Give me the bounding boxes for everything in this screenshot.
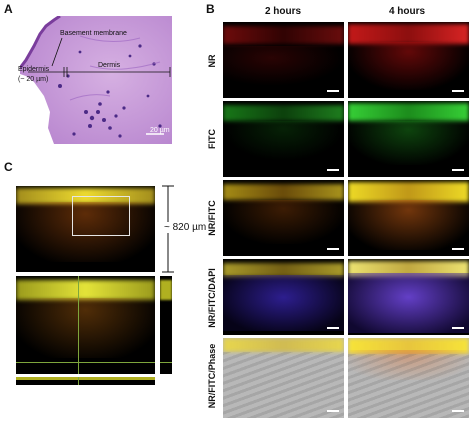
scale-bar xyxy=(452,248,464,250)
he-stain-image xyxy=(20,16,172,144)
confocal-orthogonal-view xyxy=(16,276,155,374)
row-label-nr-fitc-dapi: NR/FITC/DAPI xyxy=(207,268,217,328)
row-label-nr-fitc-phase: NR/FITC/Phase xyxy=(207,343,217,409)
image-fitc-4h xyxy=(348,101,469,177)
panel-a-scale-label: 20 µm xyxy=(150,127,170,134)
dermis-label: Dermis xyxy=(98,62,121,69)
image-nr-fitc-phase-2h xyxy=(223,338,344,418)
image-nr-fitc-phase-4h xyxy=(348,338,469,418)
panel-c-label: C xyxy=(4,160,13,174)
ortho-horizontal-crosshair xyxy=(16,362,155,363)
image-fitc-2h xyxy=(223,101,344,177)
panel-b-label: B xyxy=(206,2,215,16)
image-nr-fitc-dapi-2h xyxy=(223,259,344,335)
row-label-nr-fitc: NR/FITC xyxy=(207,200,217,236)
epidermis-thickness-label: (~ 20 µm) xyxy=(18,76,49,83)
scale-bar xyxy=(452,169,464,171)
depth-label: ~ 820 µm xyxy=(163,222,208,233)
row-label-fitc: FITC xyxy=(207,129,217,149)
panel-a-histology-image xyxy=(20,16,172,144)
basement-membrane-pointer xyxy=(51,37,63,67)
scale-bar xyxy=(327,410,339,412)
scale-bar xyxy=(327,169,339,171)
confocal-xy-view xyxy=(16,186,155,272)
scale-bar xyxy=(327,248,339,250)
ortho-vertical-crosshair xyxy=(78,276,79,374)
panel-a-label: A xyxy=(4,2,13,16)
image-nr-2h xyxy=(223,22,344,98)
image-nr-fitc-4h xyxy=(348,180,469,256)
scale-bar xyxy=(327,327,339,329)
epidermis-label: Epidermis xyxy=(18,66,50,73)
confocal-xz-projection xyxy=(16,377,155,385)
confocal-yz-projection xyxy=(160,276,172,374)
image-nr-4h xyxy=(348,22,469,98)
scale-bar xyxy=(452,90,464,92)
image-nr-fitc-dapi-4h xyxy=(348,259,469,335)
column-header-4-hours: 4 hours xyxy=(388,6,426,17)
scale-bar xyxy=(452,410,464,412)
image-nr-fitc-2h xyxy=(223,180,344,256)
row-label-nr: NR xyxy=(207,54,217,68)
column-header-2-hours: 2 hours xyxy=(264,6,302,17)
scale-bar xyxy=(452,327,464,329)
panel-a-annotation-lines xyxy=(28,37,171,135)
scale-bar xyxy=(327,90,339,92)
region-of-interest-box xyxy=(72,196,130,236)
basement-membrane-label: Basement membrane xyxy=(60,30,127,37)
